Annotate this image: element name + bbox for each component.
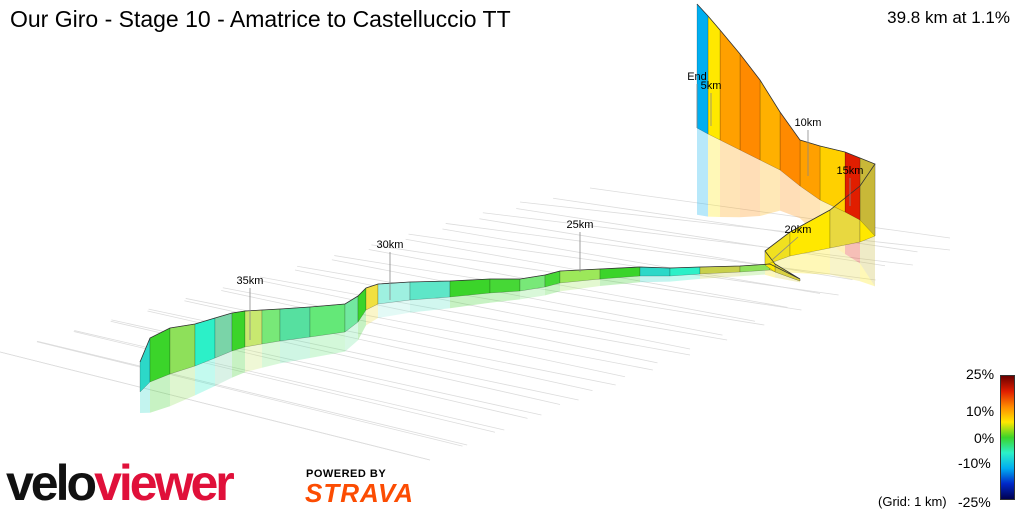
marker-label-2: 10km bbox=[795, 117, 822, 129]
legend-tick-25: 25% bbox=[966, 366, 995, 382]
veloviewer-logo[interactable]: veloviewer bbox=[6, 452, 306, 508]
legend-tick-minus-10: -10% bbox=[958, 455, 991, 471]
marker-label-1: 5km bbox=[701, 80, 722, 92]
legend-tick-10: 10% bbox=[966, 403, 995, 419]
logo-text: veloviewer bbox=[6, 455, 234, 508]
profile-reflection bbox=[140, 128, 875, 413]
gradient-legend: 25% 10% 0% -10% -25% bbox=[952, 364, 1024, 512]
profile-walls bbox=[139, 3, 876, 393]
marker-label-4: 20km bbox=[785, 224, 812, 236]
logo-viewer: viewer bbox=[94, 455, 234, 508]
logo-velo: velo bbox=[6, 455, 96, 508]
marker-label-7: 35km bbox=[237, 275, 264, 287]
legend-tick-minus-25: -25% bbox=[958, 494, 991, 510]
legend-tick-0: 0% bbox=[974, 430, 995, 446]
page-title: Our Giro - Stage 10 - Amatrice to Castel… bbox=[10, 6, 511, 32]
marker-label-5: 25km bbox=[567, 219, 594, 231]
marker-label-0: End bbox=[687, 71, 707, 83]
gradient-colorbar bbox=[1000, 375, 1015, 500]
grid-scale-note: (Grid: 1 km) bbox=[878, 494, 947, 509]
route-summary: 39.8 km at 1.1% bbox=[887, 8, 1010, 27]
marker-label-3: 15km bbox=[837, 165, 864, 177]
marker-label-6: 30km bbox=[377, 239, 404, 251]
strava-logo[interactable]: STRAVA bbox=[305, 478, 415, 508]
powered-by-label: POWERED BY bbox=[306, 468, 387, 480]
